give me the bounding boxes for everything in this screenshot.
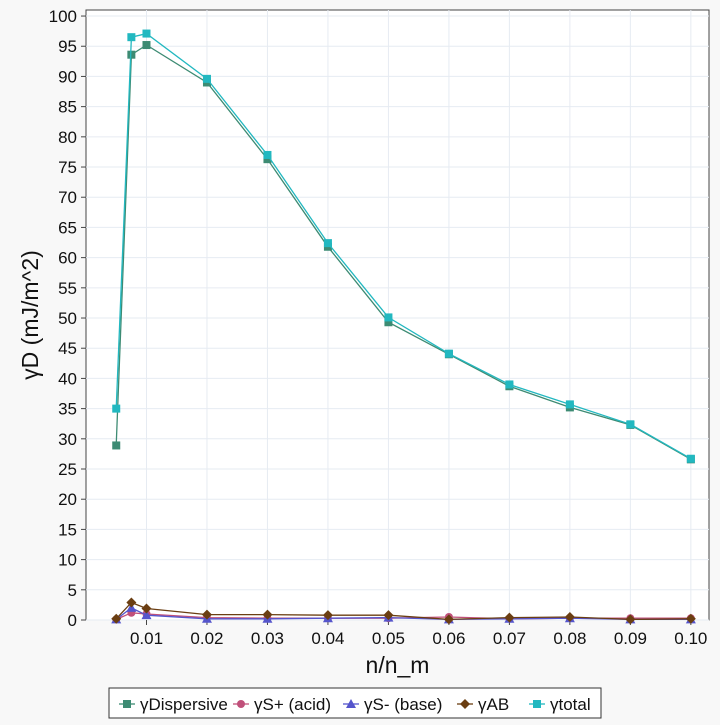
data-point — [685, 613, 696, 624]
x-tick-label: 0.08 — [553, 629, 586, 648]
legend-swatch-marker — [460, 699, 470, 709]
x-tick-label: 0.10 — [674, 629, 707, 648]
y-tick-label: 75 — [58, 158, 77, 177]
y-tick-label: 100 — [49, 7, 77, 26]
x-tick-label: 0.04 — [311, 629, 344, 648]
y-tick-label: 25 — [58, 460, 77, 479]
series-3 — [111, 597, 696, 625]
y-tick-label: 80 — [58, 128, 77, 147]
y-tick-label: 15 — [58, 520, 77, 539]
data-point — [384, 318, 393, 327]
data-point — [142, 29, 151, 38]
data-point — [127, 33, 136, 42]
series-layer — [111, 29, 696, 625]
data-point — [141, 610, 152, 620]
legend-swatch-marker — [237, 700, 245, 708]
data-point — [384, 313, 393, 322]
legend: γDispersive γS+ (acid) γS- (base) γAB γtotal — [108, 687, 602, 719]
y-tick-label: 50 — [58, 309, 77, 328]
y-tick-label: 45 — [58, 339, 77, 358]
data-point — [127, 50, 136, 59]
axes: 0 5 10 15 20 25 30 35 40 45 50 55 60 65 70 75 80 85 90 95 10… — [49, 7, 708, 648]
data-point — [263, 155, 272, 164]
legend-label: γDispersive — [140, 695, 228, 714]
y-tick-label: 40 — [58, 369, 77, 388]
data-point — [126, 597, 137, 608]
data-point — [504, 612, 515, 623]
data-point — [444, 349, 453, 358]
data-point — [565, 400, 574, 409]
grid — [86, 10, 709, 621]
x-tick-label: 0.07 — [493, 629, 526, 648]
y-tick-label: 70 — [58, 188, 77, 207]
x-tick-label: 0.05 — [372, 629, 405, 648]
data-point — [505, 380, 514, 389]
y-axis-title: γD (mJ/m^2) — [17, 250, 43, 380]
data-point — [625, 614, 636, 625]
legend-item: γDispersive — [119, 695, 228, 714]
y-tick-label: 0 — [68, 611, 77, 630]
legend-item: γtotal — [529, 695, 591, 714]
data-point — [112, 404, 121, 413]
legend-swatch-marker — [533, 700, 541, 708]
y-tick-label: 65 — [58, 218, 77, 237]
legend-box — [108, 687, 602, 719]
data-point — [564, 611, 575, 622]
legend-label: γS- (base) — [364, 695, 442, 714]
data-point — [201, 609, 212, 620]
legend-item: γS+ (acid) — [233, 695, 331, 714]
series-4 — [112, 29, 695, 463]
y-tick-label: 60 — [58, 249, 77, 268]
data-point — [141, 603, 152, 614]
series-line — [115, 607, 691, 621]
data-point — [626, 420, 635, 429]
y-tick-label: 85 — [58, 98, 77, 117]
data-point — [112, 441, 121, 450]
y-tick-label: 35 — [58, 400, 77, 419]
legend-label: γtotal — [550, 695, 591, 714]
data-point — [142, 41, 151, 50]
legend-label: γS+ (acid) — [254, 695, 331, 714]
legend-swatch-marker — [346, 699, 356, 708]
data-point — [262, 609, 273, 620]
x-tick-label: 0.06 — [432, 629, 465, 648]
x-tick-label: 0.09 — [614, 629, 647, 648]
y-tick-label: 10 — [58, 551, 77, 570]
data-point — [202, 74, 211, 83]
x-tick-label: 0.01 — [130, 629, 163, 648]
y-tick-label: 30 — [58, 430, 77, 449]
data-point — [263, 150, 272, 159]
y-tick-label: 20 — [58, 490, 77, 509]
data-point — [383, 610, 394, 621]
y-tick-label: 95 — [58, 37, 77, 56]
legend-item: γAB — [457, 695, 509, 714]
x-tick-label: 0.02 — [190, 629, 223, 648]
legend-swatch-marker — [123, 700, 131, 708]
legend-item: γS- (base) — [343, 695, 442, 714]
plot-area — [85, 9, 710, 621]
y-tick-label: 90 — [58, 67, 77, 86]
data-point — [686, 454, 695, 463]
data-point — [323, 239, 332, 248]
x-axis-title: n/n_m — [366, 652, 430, 678]
data-point — [111, 613, 122, 624]
y-tick-label: 5 — [68, 581, 77, 600]
y-tick-label: 55 — [58, 279, 77, 298]
data-point — [443, 614, 454, 625]
data-point — [322, 610, 333, 621]
x-tick-label: 0.03 — [251, 629, 284, 648]
legend-label: γAB — [478, 695, 509, 714]
